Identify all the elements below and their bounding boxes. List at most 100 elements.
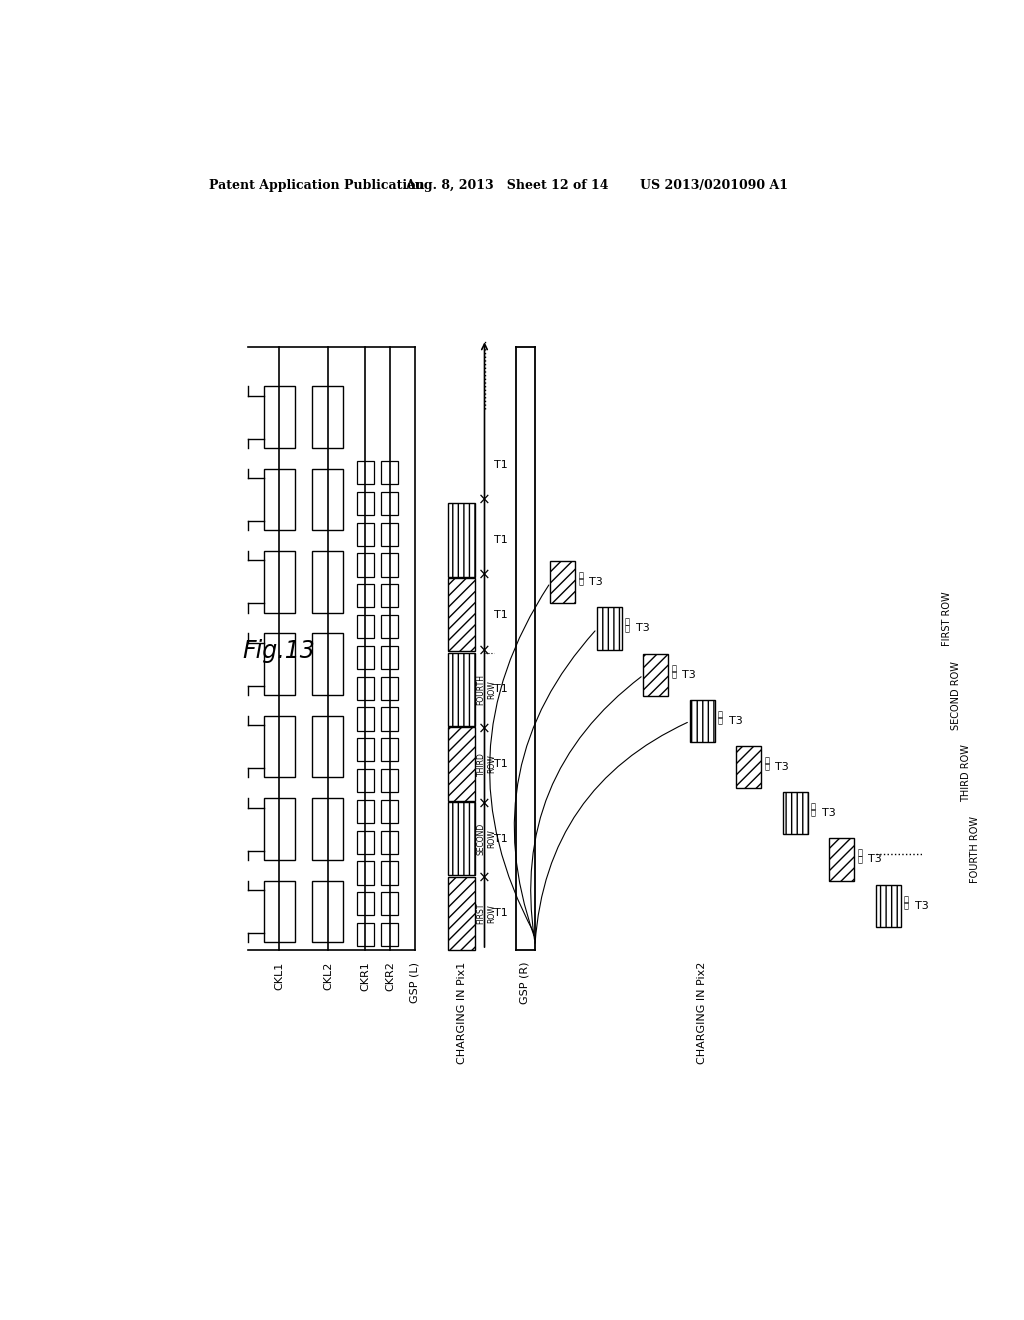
Bar bbox=[263, 552, 295, 612]
Text: T1: T1 bbox=[494, 908, 508, 919]
Text: CKR2: CKR2 bbox=[385, 961, 395, 991]
Text: ⌒: ⌒ bbox=[857, 849, 862, 858]
Bar bbox=[356, 830, 374, 854]
Text: GSP (R): GSP (R) bbox=[520, 961, 529, 1005]
Bar bbox=[356, 615, 374, 638]
Bar bbox=[356, 492, 374, 515]
Bar bbox=[356, 862, 374, 884]
Text: T1: T1 bbox=[494, 610, 508, 619]
Bar bbox=[356, 523, 374, 545]
Text: CHARGING IN Pix1: CHARGING IN Pix1 bbox=[457, 961, 467, 1064]
Text: ×: × bbox=[478, 644, 490, 659]
Text: CKL1: CKL1 bbox=[274, 961, 284, 990]
Bar bbox=[312, 880, 343, 942]
Bar bbox=[449, 876, 475, 950]
Text: Fig.13: Fig.13 bbox=[243, 639, 315, 663]
Text: ×: × bbox=[478, 796, 490, 812]
Bar bbox=[736, 746, 761, 788]
Text: T1: T1 bbox=[494, 759, 508, 770]
Bar bbox=[381, 523, 398, 545]
Bar bbox=[449, 503, 475, 577]
Bar bbox=[690, 700, 715, 742]
Bar bbox=[356, 708, 374, 730]
Bar bbox=[263, 469, 295, 531]
Text: CKR1: CKR1 bbox=[360, 961, 370, 991]
Text: ⌒: ⌒ bbox=[625, 618, 630, 627]
Text: CKL2: CKL2 bbox=[323, 961, 333, 990]
Text: THIRD ROW: THIRD ROW bbox=[961, 744, 971, 801]
Text: ⌒: ⌒ bbox=[764, 756, 769, 766]
Bar bbox=[381, 862, 398, 884]
Bar bbox=[263, 387, 295, 447]
Text: ⌒: ⌒ bbox=[811, 803, 816, 812]
Bar bbox=[356, 553, 374, 577]
Bar bbox=[356, 677, 374, 700]
Bar bbox=[263, 799, 295, 859]
Bar bbox=[356, 800, 374, 822]
Bar bbox=[449, 727, 475, 800]
Text: Patent Application Publication: Patent Application Publication bbox=[209, 178, 425, 191]
Text: THIRD
ROW: THIRD ROW bbox=[477, 752, 497, 776]
Text: T3: T3 bbox=[729, 715, 742, 726]
Bar bbox=[381, 770, 398, 792]
Bar bbox=[356, 738, 374, 762]
Bar bbox=[381, 738, 398, 762]
Text: Aug. 8, 2013   Sheet 12 of 14: Aug. 8, 2013 Sheet 12 of 14 bbox=[406, 178, 609, 191]
Text: ⌒: ⌒ bbox=[718, 717, 723, 726]
Text: T1: T1 bbox=[494, 535, 508, 545]
Text: ⌒: ⌒ bbox=[579, 578, 584, 587]
Bar bbox=[381, 677, 398, 700]
Text: ×: × bbox=[478, 568, 490, 582]
Bar bbox=[312, 552, 343, 612]
Text: ×: × bbox=[478, 492, 490, 508]
Text: T3: T3 bbox=[636, 623, 649, 634]
Bar bbox=[263, 634, 295, 696]
Text: ⌒: ⌒ bbox=[857, 855, 862, 865]
Bar bbox=[381, 492, 398, 515]
Text: FOURTH
ROW: FOURTH ROW bbox=[477, 673, 497, 705]
Bar bbox=[312, 387, 343, 447]
Text: ×: × bbox=[478, 722, 490, 737]
Bar bbox=[356, 645, 374, 669]
Bar bbox=[381, 800, 398, 822]
Text: T1: T1 bbox=[494, 684, 508, 694]
Text: ⌒: ⌒ bbox=[579, 572, 584, 581]
Bar bbox=[356, 461, 374, 484]
Bar bbox=[381, 923, 398, 946]
Bar bbox=[381, 645, 398, 669]
Bar bbox=[381, 585, 398, 607]
Bar bbox=[783, 792, 808, 834]
Text: ⌒: ⌒ bbox=[764, 763, 769, 772]
Bar bbox=[381, 830, 398, 854]
Bar bbox=[312, 799, 343, 859]
Bar bbox=[263, 880, 295, 942]
Text: CHARGING IN Pix2: CHARGING IN Pix2 bbox=[697, 961, 708, 1064]
Text: T3: T3 bbox=[589, 577, 603, 587]
Text: T3: T3 bbox=[821, 808, 836, 818]
Text: T3: T3 bbox=[775, 762, 788, 772]
Bar bbox=[381, 615, 398, 638]
Text: ⌒: ⌒ bbox=[718, 710, 723, 719]
Bar bbox=[643, 653, 669, 696]
Bar bbox=[550, 561, 575, 603]
Text: T3: T3 bbox=[868, 854, 882, 865]
Text: T1: T1 bbox=[494, 461, 508, 470]
Text: ×: × bbox=[478, 871, 490, 886]
Bar bbox=[312, 469, 343, 531]
Text: ⌒: ⌒ bbox=[672, 671, 676, 680]
Text: FIRST ROW: FIRST ROW bbox=[942, 591, 952, 647]
Text: ⌒: ⌒ bbox=[625, 624, 630, 634]
Text: ⌒: ⌒ bbox=[811, 809, 816, 818]
Bar bbox=[829, 838, 854, 880]
Text: FOURTH ROW: FOURTH ROW bbox=[970, 816, 980, 883]
Bar bbox=[597, 607, 622, 649]
Bar bbox=[381, 708, 398, 730]
Text: US 2013/0201090 A1: US 2013/0201090 A1 bbox=[640, 178, 787, 191]
Bar bbox=[312, 715, 343, 777]
Bar bbox=[356, 585, 374, 607]
Text: ⌒: ⌒ bbox=[672, 664, 676, 673]
Bar bbox=[381, 892, 398, 915]
Bar bbox=[449, 578, 475, 651]
Bar bbox=[381, 461, 398, 484]
Text: T1: T1 bbox=[494, 834, 508, 843]
